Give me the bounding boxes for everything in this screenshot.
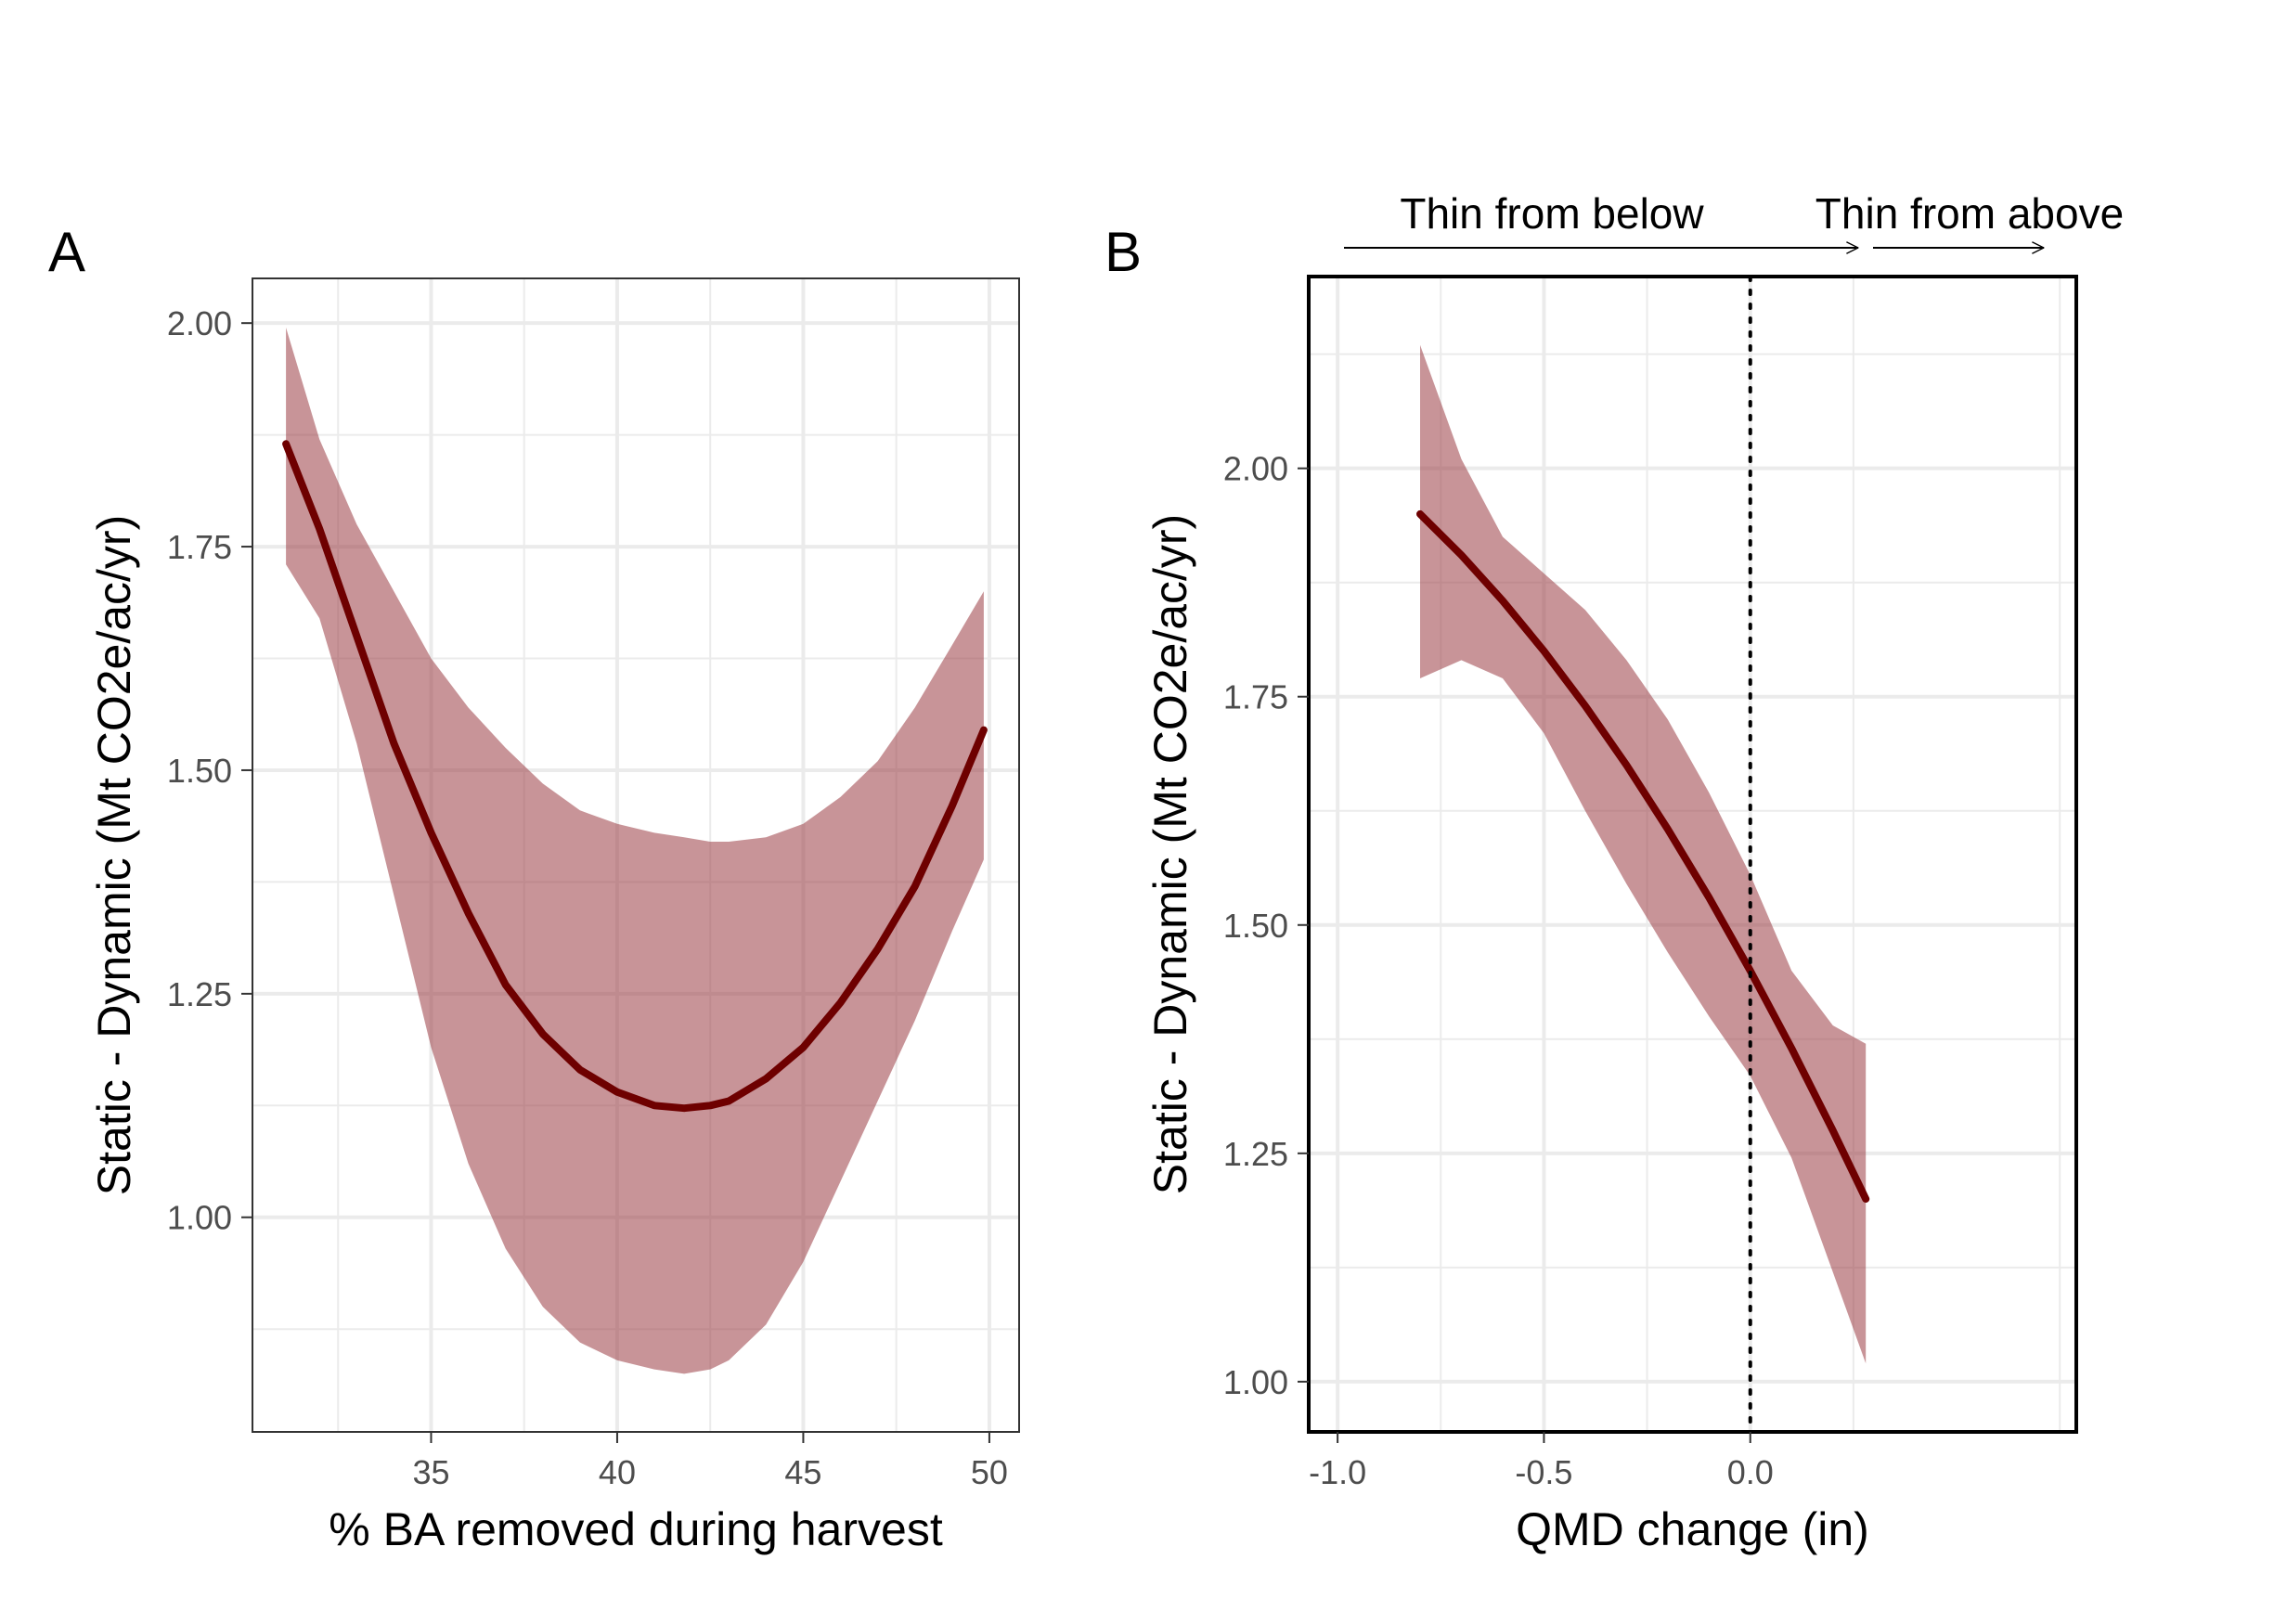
y-tick-label: 2.00 <box>167 304 232 342</box>
panel-b-axes: -1.0 -0.5 0.0 1.00 1.25 1.50 1.75 2.00 <box>1223 450 1774 1491</box>
panel-b-border <box>1307 275 2078 1434</box>
y-tick-label: 1.00 <box>1223 1363 1288 1401</box>
panel-b-thinning-annotation: Thin from below Thin from above <box>1344 189 2124 248</box>
panel-a-fit-line <box>282 440 988 1113</box>
x-tick-label: -0.5 <box>1515 1453 1572 1491</box>
panel-b: B -1.0 -0.5 0.0 1.00 1.25 1.50 1.75 2.00 QMD ch… <box>1105 189 2124 1555</box>
x-tick-label: -1.0 <box>1309 1453 1366 1491</box>
x-tick-label: 0.0 <box>1727 1453 1774 1491</box>
y-tick-label: 2.00 <box>1223 450 1288 488</box>
panel-a-border <box>252 277 1020 1433</box>
panel-a-axes: 35 40 45 50 1.00 1.25 1.50 1.75 2.00 <box>167 304 1008 1491</box>
y-tick-label: 1.75 <box>1223 678 1288 716</box>
y-tick-label: 1.00 <box>167 1199 232 1237</box>
panel-b-fit-line <box>1416 509 1870 1203</box>
x-tick-label: 45 <box>784 1453 821 1491</box>
panel-b-x-axis-title: QMD change (in) <box>1516 1503 1869 1555</box>
thin-from-above-label: Thin from above <box>1815 189 2124 238</box>
y-tick-label: 1.50 <box>167 752 232 790</box>
panel-a-x-axis-title: % BA removed during harvest <box>329 1503 943 1555</box>
x-tick-label: 40 <box>599 1453 636 1491</box>
panel-a-label: A <box>48 221 85 283</box>
panel-b-confidence-band <box>1420 344 1867 1364</box>
y-tick-label: 1.75 <box>167 528 232 566</box>
y-tick-label: 1.25 <box>1223 1135 1288 1173</box>
x-tick-label: 35 <box>412 1453 449 1491</box>
panel-a-confidence-band <box>286 328 984 1374</box>
y-tick-label: 1.25 <box>167 975 232 1013</box>
panel-b-label: B <box>1105 221 1142 283</box>
thin-from-below-label: Thin from below <box>1400 189 1704 238</box>
y-tick-label: 1.50 <box>1223 907 1288 945</box>
panel-a-y-axis-title: Static - Dynamic (Mt CO2e/ac/yr) <box>88 515 140 1195</box>
panel-b-y-axis-title: Static - Dynamic (Mt CO2e/ac/yr) <box>1144 514 1196 1194</box>
x-tick-label: 50 <box>971 1453 1008 1491</box>
panel-a: A 35 40 45 50 1.00 1.25 1.50 1.75 2.00 % BA remo… <box>48 221 1020 1555</box>
